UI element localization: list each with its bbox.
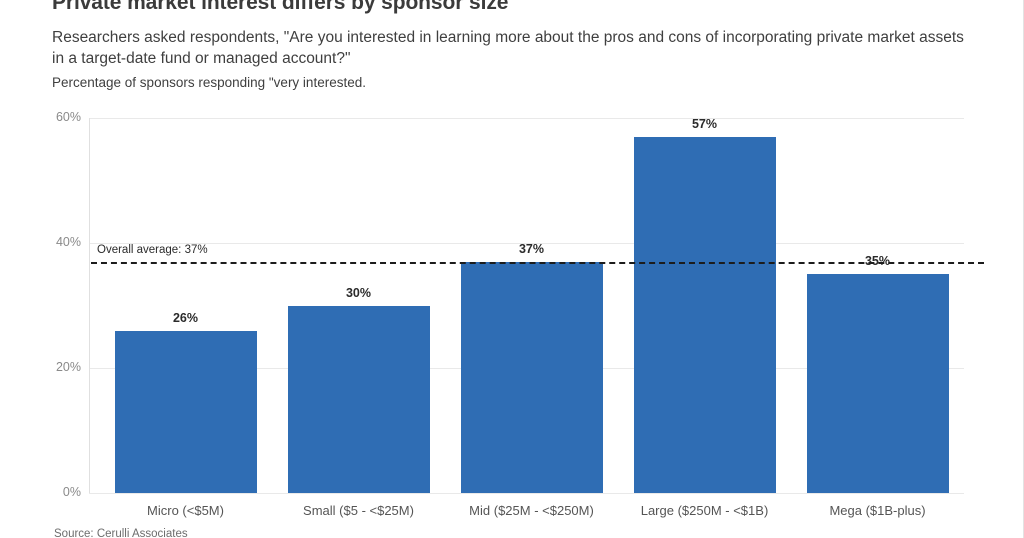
bar[interactable]	[633, 136, 776, 493]
y-axis-tick-label: 60%	[55, 110, 81, 124]
x-axis-category-label: Mid ($25M - <$250M)	[469, 503, 594, 518]
y-axis-tick-label: 0%	[62, 485, 81, 499]
overall-average-line	[91, 261, 984, 264]
y-axis-line	[89, 118, 90, 493]
y-axis-tick-label: 20%	[55, 360, 81, 374]
chart-units-note: Percentage of sponsors responding "very …	[52, 75, 366, 90]
overall-average-label: Overall average: 37%	[97, 243, 208, 256]
x-axis-category-label: Mega ($1B-plus)	[829, 503, 926, 518]
y-gridline	[89, 118, 964, 119]
bar[interactable]	[114, 330, 257, 493]
x-axis-category-label: Small ($5 - <$25M)	[303, 503, 414, 518]
bar-value-label: 57%	[691, 116, 718, 131]
y-gridline	[89, 243, 964, 244]
bar-value-label: 35%	[864, 254, 891, 269]
bar-value-label: 37%	[518, 241, 545, 256]
bar-value-label: 30%	[345, 285, 372, 300]
bar[interactable]	[287, 305, 430, 493]
bar[interactable]	[806, 274, 949, 493]
chart-source: Source: Cerulli Associates	[54, 528, 188, 538]
x-axis-category-label: Micro (<$5M)	[147, 503, 224, 518]
bar-value-label: 26%	[172, 310, 199, 325]
bar[interactable]	[460, 261, 603, 493]
y-axis-tick-label: 40%	[55, 235, 81, 249]
x-axis-category-label: Large ($250M - <$1B)	[640, 503, 769, 518]
y-gridline	[89, 493, 964, 494]
chart-subtitle: Researchers asked respondents, "Are you …	[52, 29, 964, 67]
page-title: Private market interest differs by spons…	[52, 0, 509, 14]
